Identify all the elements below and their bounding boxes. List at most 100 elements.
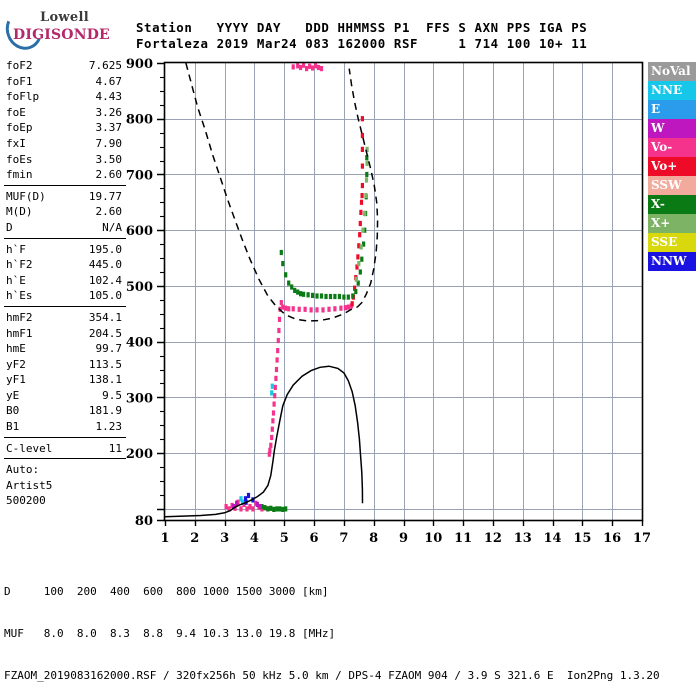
param-label: hmF1	[6, 326, 33, 340]
legend-item-vo-[interactable]: Vo-	[648, 138, 696, 157]
svg-text:10: 10	[424, 531, 442, 546]
svg-text:700: 700	[126, 168, 153, 183]
param-label: foEp	[6, 121, 33, 135]
param-group-auto: Auto: Artist5 500200	[4, 462, 126, 509]
param-group-muf: MUF(D) 19.77 M(D) 2.60 D N/A	[4, 189, 126, 236]
station-header-columns: Station YYYY DAY DDD HHMMSS P1 FFS S AXN…	[136, 20, 588, 35]
param-row: C-level 11	[4, 441, 126, 457]
series-O-trace-Vo-	[224, 300, 353, 512]
param-value: 11	[108, 441, 122, 455]
svg-text:14: 14	[544, 531, 562, 546]
legend-item-w[interactable]: W	[648, 119, 696, 138]
legend-item-e[interactable]: E	[648, 100, 696, 119]
param-value: 4.67	[95, 74, 123, 88]
param-row: foF2 7.625	[4, 58, 126, 74]
autoscaler-name: Artist5	[6, 478, 53, 492]
param-row: hmF1 204.5	[4, 326, 126, 342]
param-row: foF1 4.67	[4, 74, 126, 90]
logo-lowell-text: Lowell	[40, 10, 89, 25]
svg-text:500: 500	[126, 280, 153, 295]
param-label: hmF2	[6, 310, 33, 324]
svg-text:400: 400	[126, 336, 153, 351]
param-label: foF1	[6, 74, 33, 88]
param-row: hmE 99.7	[4, 341, 126, 357]
legend-item-vo-[interactable]: Vo+	[648, 157, 696, 176]
param-row: h`F 195.0	[4, 242, 126, 258]
param-value: 105.0	[88, 289, 122, 303]
svg-text:11: 11	[454, 531, 472, 546]
param-row: yF2 113.5	[4, 357, 126, 373]
param-value: 2.60	[95, 205, 123, 219]
svg-text:12: 12	[484, 531, 502, 546]
svg-text:8: 8	[369, 531, 378, 546]
direction-color-legend: NoVal NNE E W Vo- Vo+ SSW X- X+ SSE NNW	[648, 62, 696, 271]
param-label: fmin	[6, 168, 33, 182]
svg-text:1: 1	[160, 531, 169, 546]
panel-divider	[4, 184, 126, 186]
series-X-trace-light	[354, 146, 369, 282]
panel-divider	[4, 436, 126, 438]
legend-item-x-[interactable]: X-	[648, 195, 696, 214]
param-label: yF1	[6, 373, 26, 387]
svg-text:900: 900	[126, 57, 153, 72]
param-value: 3.37	[95, 121, 123, 135]
param-value: 3.26	[95, 105, 123, 119]
legend-item-nne[interactable]: NNE	[648, 81, 696, 100]
plot-curves	[164, 62, 379, 518]
auto-label: Auto:	[6, 463, 40, 477]
param-label: h`F	[6, 242, 26, 256]
series-top-spread-echoes	[291, 62, 324, 72]
param-row: D N/A	[4, 220, 126, 236]
legend-item-noval[interactable]: NoVal	[648, 62, 696, 81]
legend-item-ssw[interactable]: SSW	[648, 176, 696, 195]
param-value: N/A	[102, 220, 122, 234]
param-row: h`F2 445.0	[4, 257, 126, 273]
param-value: 445.0	[88, 258, 122, 272]
param-label: C-level	[6, 441, 53, 455]
param-row: foEs 3.50	[4, 152, 126, 168]
param-label: yF2	[6, 357, 26, 371]
param-value: 9.5	[102, 388, 122, 402]
param-row: fmin 2.60	[4, 167, 126, 183]
param-value: 2.60	[95, 168, 123, 182]
plot-axis-ticks	[157, 62, 644, 526]
svg-text:80: 80	[135, 514, 153, 529]
plot-axis-labels: 1 2 3 4 5 6 7 8 9 10 11 12 13 14 15 16 17802003004005006…	[126, 57, 651, 546]
station-header-values: Fortaleza 2019 Mar24 083 162000 RSF 1 71…	[136, 36, 588, 51]
param-value: 102.4	[88, 273, 122, 287]
panel-divider	[4, 305, 126, 307]
param-row: h`E 102.4	[4, 273, 126, 289]
param-label: yE	[6, 388, 20, 402]
param-value: 3.50	[95, 152, 123, 166]
svg-text:200: 200	[126, 447, 153, 462]
param-label: foFlp	[6, 90, 40, 104]
param-value: 138.1	[88, 373, 122, 387]
svg-text:16: 16	[603, 531, 621, 546]
param-value: 354.1	[88, 310, 122, 324]
legend-item-x-[interactable]: X+	[648, 214, 696, 233]
plot-data-series	[224, 62, 369, 512]
footer-file-row: FZAOM_2019083162000.RSF / 320fx256h 50 k…	[4, 669, 660, 682]
station-header: Station YYYY DAY DDD HHMMSS P1 FFS S AXN…	[136, 20, 587, 52]
param-label: D	[6, 220, 13, 234]
param-row: fxI 7.90	[4, 136, 126, 152]
param-row: foE 3.26	[4, 105, 126, 121]
svg-text:4: 4	[250, 531, 259, 546]
legend-item-sse[interactable]: SSE	[648, 233, 696, 252]
param-row: foFlp 4.43	[4, 89, 126, 105]
logo-digisonde-text: DIGISONDE	[13, 27, 110, 43]
autoscaler-version: 500200	[6, 494, 46, 508]
legend-item-nnw[interactable]: NNW	[648, 252, 696, 271]
electron-density-profile	[164, 365, 364, 518]
param-row: hmF2 354.1	[4, 310, 126, 326]
footer-muf-row: MUF 8.0 8.0 8.3 8.8 9.4 10.3 13.0 19.8 […	[4, 627, 336, 640]
svg-text:13: 13	[514, 531, 532, 546]
lowell-digisonde-logo: Lowell DIGISONDE	[0, 5, 118, 55]
param-label: foF2	[6, 59, 33, 72]
panel-divider	[4, 458, 126, 460]
param-label: B0	[6, 404, 20, 418]
param-row: yE 9.5	[4, 388, 126, 404]
series-X-trace-dark	[260, 155, 369, 512]
series-E-region-mixed-NNE	[239, 383, 274, 505]
param-group-clevel: C-level 11	[4, 441, 126, 457]
